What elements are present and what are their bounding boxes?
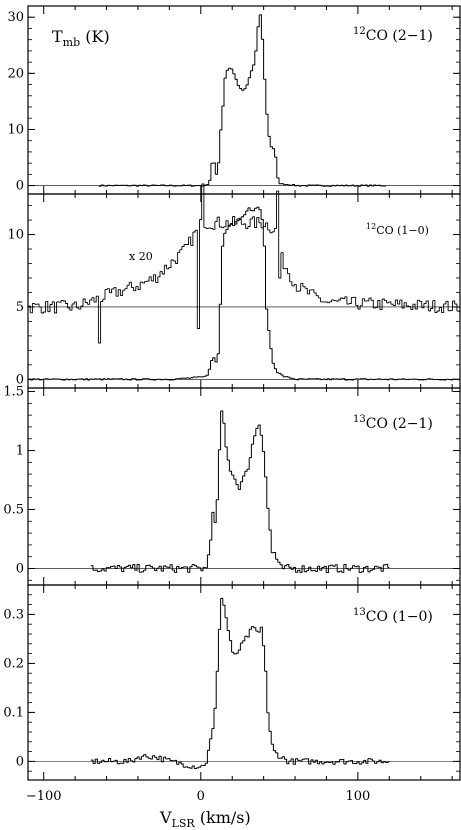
panel-co12-21: Tmb (K) 12CO (2−1) 0 10 20 30 bbox=[7, 5, 461, 195]
y-tick-label: 20 bbox=[7, 66, 24, 81]
panel-frame bbox=[27, 584, 461, 781]
ylabel: Tmb (K) bbox=[52, 27, 110, 49]
y-tick-label: 0 bbox=[16, 561, 24, 576]
y-tick-label: 1 bbox=[16, 444, 24, 459]
y-tick-label: 10 bbox=[7, 122, 24, 137]
panel-label: 12CO (2−1) bbox=[353, 26, 433, 44]
panel-co13-10: 13CO (1−0) 0 0.1 0.2 0.3 bbox=[3, 584, 461, 781]
panel-label: 12CO (1−0) bbox=[366, 222, 429, 237]
y-tick-label: 1.5 bbox=[3, 385, 24, 400]
scale-factor-label: x 20 bbox=[129, 250, 153, 263]
y-tick-label: 30 bbox=[7, 10, 24, 25]
y-tick-label: 10 bbox=[7, 228, 24, 243]
panel-label: 13CO (1−0) bbox=[353, 607, 433, 625]
spectrum-trace bbox=[98, 14, 387, 187]
x-tick-label: −100 bbox=[26, 789, 62, 804]
spectrum-trace bbox=[90, 410, 390, 573]
x-axis-label: VLSR (km/s) bbox=[159, 808, 251, 830]
panel-co13-21: 13CO (2−1) 0 0.5 1 1.5 bbox=[3, 385, 461, 586]
y-tick-label: 0.3 bbox=[3, 607, 24, 622]
spectrum-x20-trace bbox=[28, 183, 460, 344]
y-tick-label: 0.2 bbox=[3, 656, 24, 671]
y-tick-label: 0 bbox=[16, 179, 24, 194]
y-tick-label: 0.1 bbox=[3, 705, 24, 720]
panel-co12-10: 12CO (1−0) x 20 0 5 10 bbox=[7, 183, 461, 389]
y-tick-label: 0.5 bbox=[3, 503, 24, 518]
y-tick-label: 5 bbox=[16, 300, 24, 315]
spectrum-trace bbox=[90, 597, 390, 769]
x-tick-label: 0 bbox=[197, 789, 205, 804]
x-tick-label: 100 bbox=[345, 789, 370, 804]
panel-label: 13CO (2−1) bbox=[353, 414, 433, 432]
y-tick-label: 0 bbox=[16, 754, 24, 769]
y-tick-label: 0 bbox=[16, 372, 24, 387]
